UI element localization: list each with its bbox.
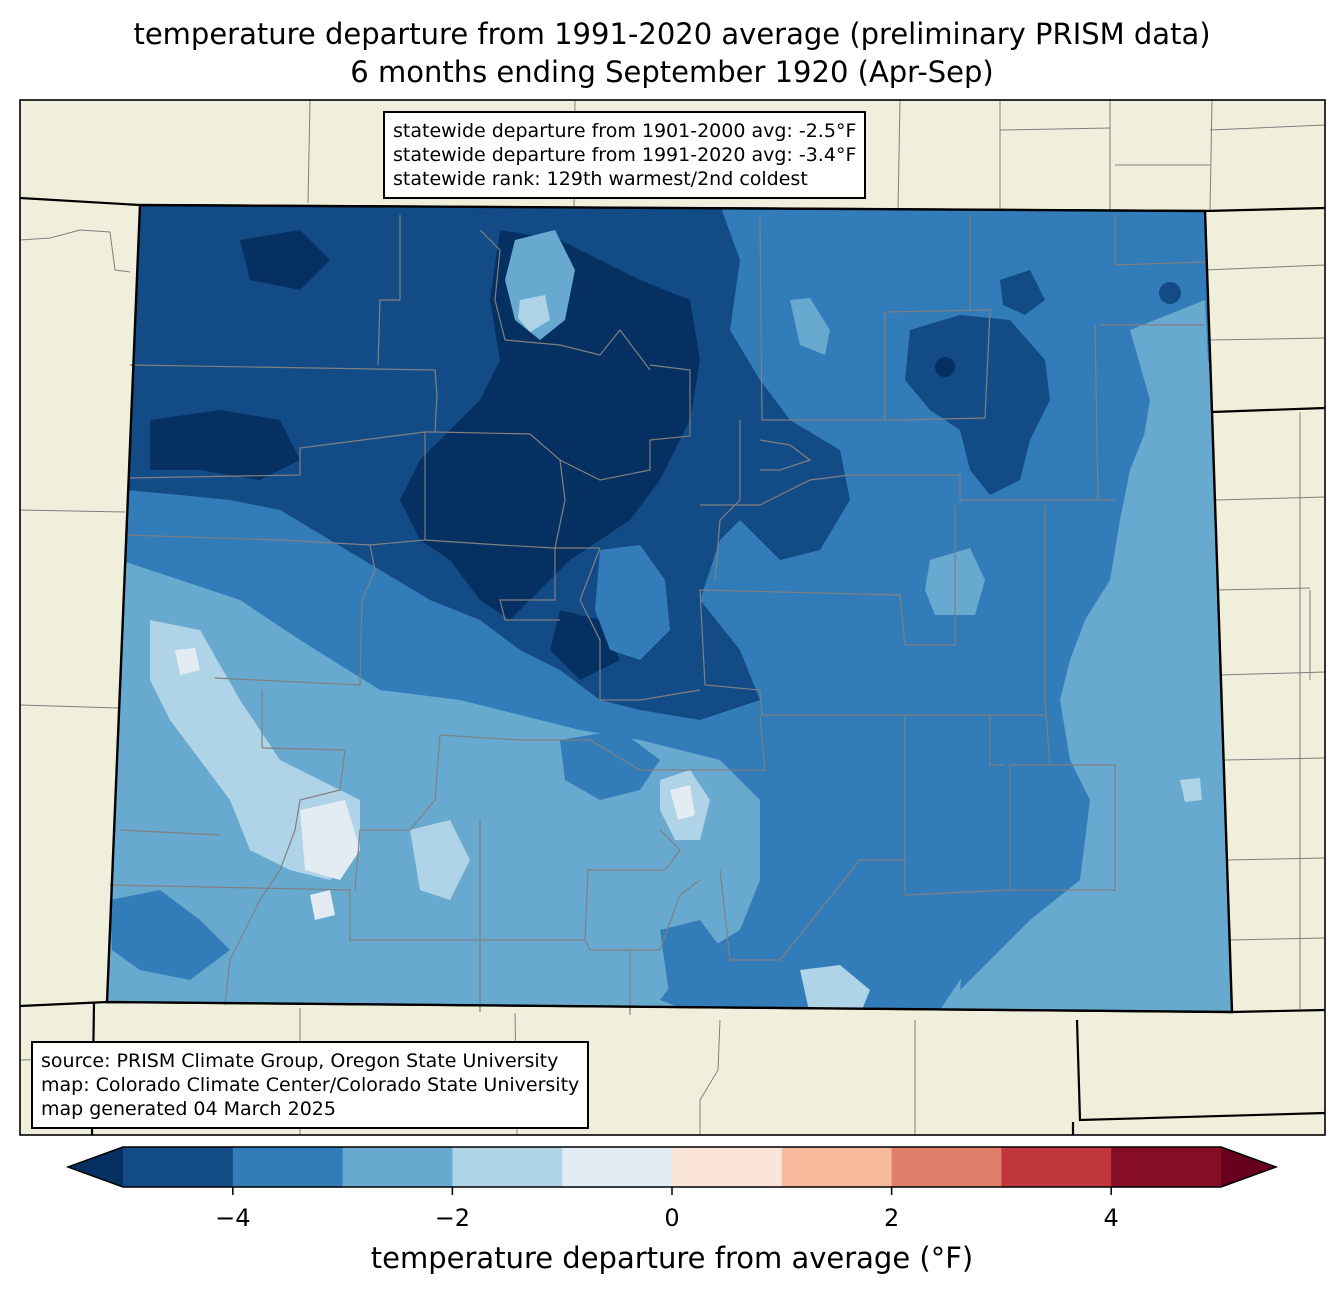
stats-line-3: statewide rank: 129th warmest/2nd coldes…	[393, 168, 808, 190]
colorbar-bin	[342, 1147, 453, 1187]
colorbar-tick-label: −2	[434, 1204, 471, 1232]
credits-line-2: map: Colorado Climate Center/Colorado St…	[41, 1074, 580, 1096]
colorbar-bin	[232, 1147, 344, 1187]
map-title-line-1: temperature departure from 1991-2020 ave…	[133, 17, 1211, 51]
stats-line-1: statewide departure from 1901-2000 avg: …	[393, 120, 857, 142]
colorbar-outline	[65, 1146, 1279, 1188]
colorbar-bin	[781, 1147, 893, 1187]
colorbar-under-triangle	[68, 1147, 123, 1187]
colorbar-bin	[562, 1147, 673, 1187]
temperature-departure-field	[107, 205, 1232, 1012]
colorado-county-lines	[109, 215, 1206, 1015]
colorbar-over-triangle	[1221, 1147, 1276, 1187]
colorbar-bin	[891, 1147, 1002, 1187]
colorbar-tick-label: 2	[883, 1204, 900, 1232]
stats-line-2: statewide departure from 1991-2020 avg: …	[393, 144, 857, 166]
colorbar-bin	[123, 1147, 234, 1187]
colorbar-bin	[1001, 1147, 1112, 1187]
colorbar-tick-label: −4	[215, 1204, 251, 1232]
colorado-state-border	[105, 203, 1234, 1014]
map-frame	[19, 99, 1326, 1136]
colorbar-label: temperature departure from average (°F)	[370, 1241, 974, 1275]
credits-line-3: map generated 04 March 2025	[41, 1098, 336, 1120]
colorbar-bin	[672, 1147, 783, 1187]
colorbar-bin	[1111, 1147, 1222, 1187]
map-title-line-2: 6 months ending September 1920 (Apr-Sep)	[350, 55, 994, 89]
colorbar-tick-label: 0	[664, 1204, 680, 1232]
statewide-stats-box: statewide departure from 1901-2000 avg: …	[383, 111, 867, 199]
colorbar-bin	[452, 1147, 563, 1187]
credits-line-1: source: PRISM Climate Group, Oregon Stat…	[41, 1050, 559, 1072]
colorbar-tick-label: 4	[1103, 1204, 1119, 1232]
credits-box: source: PRISM Climate Group, Oregon Stat…	[31, 1041, 590, 1129]
